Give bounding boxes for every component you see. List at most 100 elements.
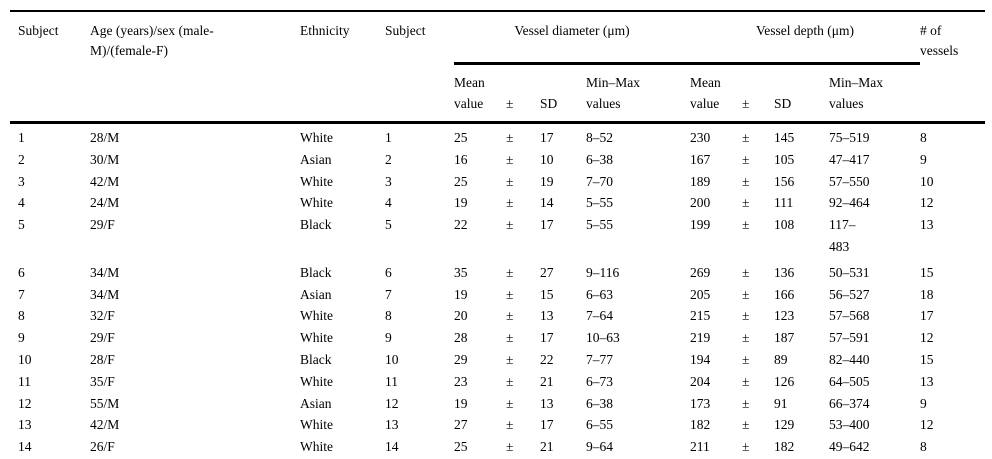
cell-depth-sd: 91: [774, 395, 788, 411]
cell-depth-pm: ±: [742, 195, 750, 211]
col-header-depth-minmax: Min–Max values: [829, 75, 884, 111]
col-header-depth-sd: SD: [774, 96, 792, 111]
cell-subject-2: 5: [385, 217, 392, 233]
cell-ethnicity: White: [300, 417, 333, 433]
cell-diam-sd: 10: [540, 151, 554, 167]
cell-depth-minmax: 66–374: [829, 395, 870, 411]
cell-age-sex: 24/M: [90, 195, 120, 211]
group-header-vessel-diameter: Vessel diameter (μm): [454, 11, 691, 65]
cell-num-vessels: 8: [920, 120, 986, 149]
header-row-groups: Subject Age (years)/sex (male- M)/(femal…: [10, 11, 985, 65]
cell-diam-minmax: 7–70: [586, 173, 613, 189]
cell-diam-minmax: 6–55: [586, 417, 613, 433]
cell-subject: 14: [18, 439, 32, 455]
cell-depth-minmax: 57–591: [829, 330, 870, 346]
cell-ethnicity: White: [300, 439, 333, 455]
cell-age-sex: 32/F: [90, 308, 115, 324]
cell-diam-mean: 27: [454, 417, 468, 433]
col-header-diam-pm: ±: [506, 96, 514, 111]
cell-diam-mean: 25: [454, 439, 468, 455]
cell-depth-minmax: 92–464: [829, 195, 870, 211]
cell-depth-minmax: 57–550: [829, 173, 870, 189]
cell-diam-pm: ±: [506, 286, 514, 302]
cell-depth-mean: 204: [690, 373, 711, 389]
cell-diam-pm: ±: [506, 173, 514, 189]
cell-diam-mean: 19: [454, 195, 468, 211]
cell-depth-pm: ±: [742, 417, 750, 433]
cell-diam-minmax: 8–52: [586, 120, 691, 149]
cell-depth-mean: 269: [690, 264, 711, 280]
cell-diam-pm: ±: [506, 439, 514, 455]
cell-depth-pm: ±: [742, 439, 750, 455]
cell-diam-pm: ±: [506, 351, 514, 367]
cell-ethnicity: White: [300, 308, 333, 324]
cell-age-sex: 29/F: [90, 330, 115, 346]
cell-diam-mean: 35: [454, 264, 468, 280]
cell-diam-mean: 19: [454, 395, 468, 411]
table-row: 14 26/F White 14 25 ± 21 9–64 211 ± 182 …: [10, 436, 985, 459]
cell-depth-mean: 199: [690, 217, 711, 233]
table-header: Subject Age (years)/sex (male- M)/(femal…: [10, 11, 985, 123]
cell-ethnicity: White: [300, 330, 333, 346]
col-header-ethnicity: Ethnicity: [300, 23, 350, 38]
cell-diam-minmax: 10–63: [586, 330, 620, 346]
col-header-depth-mean: Mean value: [690, 75, 721, 111]
table-row: 5 29/F Black 5 22 ± 17 5–55 199 ± 108 11…: [10, 214, 985, 262]
col-header-depth-pm: ±: [742, 96, 750, 111]
cell-depth-pm: ±: [742, 120, 775, 149]
cell-subject: 6: [18, 264, 25, 280]
cell-subject: 9: [18, 330, 25, 346]
cell-ethnicity: Black: [300, 217, 332, 233]
cell-diam-minmax: 5–55: [586, 217, 613, 233]
table-row: 2 30/M Asian 2 16 ± 10 6–38 167 ± 105 47…: [10, 149, 985, 171]
cell-diam-pm: ±: [506, 217, 514, 233]
cell-diam-sd: 15: [540, 286, 554, 302]
cell-depth-mean: 182: [690, 417, 711, 433]
cell-depth-sd: 145: [774, 120, 830, 149]
cell-diam-mean: 19: [454, 286, 468, 302]
cell-diam-mean: 20: [454, 308, 468, 324]
table-row: 11 35/F White 11 23 ± 21 6–73 204 ± 126 …: [10, 371, 985, 393]
cell-subject: 8: [18, 308, 25, 324]
cell-depth-sd: 126: [774, 373, 795, 389]
cell-depth-minmax: 82–440: [829, 351, 870, 367]
table-row: 7 34/M Asian 7 19 ± 15 6–63 205 ± 166 56…: [10, 284, 985, 306]
cell-diam-minmax: 9–116: [586, 264, 620, 280]
cell-diam-sd: 13: [540, 395, 554, 411]
cell-subject-2: 3: [385, 173, 392, 189]
cell-subject: 11: [18, 373, 31, 389]
cell-ethnicity: Asian: [300, 151, 332, 167]
cell-subject-2: 9: [385, 330, 392, 346]
cell-depth-mean: 211: [690, 439, 710, 455]
cell-diam-pm: ±: [506, 120, 540, 149]
cell-depth-minmax: 47–417: [829, 151, 870, 167]
cell-subject-2: 8: [385, 308, 392, 324]
cell-depth-pm: ±: [742, 351, 750, 367]
cell-depth-minmax: 50–531: [829, 264, 870, 280]
cell-depth-pm: ±: [742, 173, 750, 189]
cell-diam-minmax: 6–38: [586, 151, 613, 167]
col-header-diam-minmax: Min–Max values: [586, 75, 640, 111]
cell-diam-sd: 19: [540, 173, 554, 189]
cell-age-sex: 30/M: [90, 151, 120, 167]
cell-diam-mean: 23: [454, 373, 468, 389]
cell-num-vessels: 10: [920, 173, 934, 189]
cell-depth-sd: 123: [774, 308, 795, 324]
cell-num-vessels: 15: [920, 351, 934, 367]
cell-depth-sd: 108: [774, 217, 795, 233]
cell-age-sex: 28/F: [90, 351, 115, 367]
cell-age-sex: 34/M: [90, 286, 120, 302]
col-header-num-vessels: # of vessels: [920, 23, 959, 58]
col-header-diam-mean: Mean value: [454, 75, 485, 111]
cell-ethnicity: White: [300, 195, 333, 211]
cell-num-vessels: 13: [920, 373, 934, 389]
cell-depth-pm: ±: [742, 264, 750, 280]
cell-diam-sd: 14: [540, 195, 554, 211]
cell-subject: 7: [18, 286, 25, 302]
cell-num-vessels: 12: [920, 330, 934, 346]
cell-depth-sd: 156: [774, 173, 795, 189]
cell-diam-minmax: 9–64: [586, 439, 613, 455]
cell-diam-mean: 25: [454, 120, 506, 149]
cell-depth-sd: 129: [774, 417, 795, 433]
cell-subject-2: 4: [385, 195, 392, 211]
